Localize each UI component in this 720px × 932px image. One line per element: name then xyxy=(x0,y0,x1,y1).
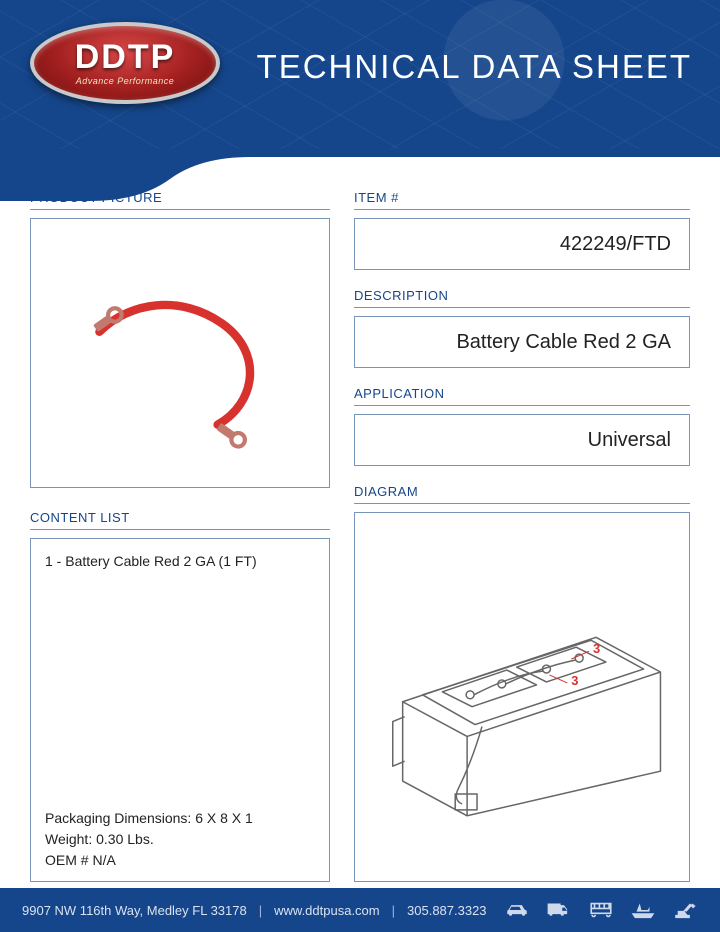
footer-website: www.ddtpusa.com xyxy=(274,903,380,918)
car-icon xyxy=(504,899,530,921)
application-box: Universal xyxy=(354,414,690,466)
page-title: TECHNICAL DATA SHEET xyxy=(257,48,692,86)
truck-icon xyxy=(546,899,572,921)
footer-sep-2: | xyxy=(392,903,395,918)
left-column: PRODUCT PICTURE CONTENT LIST 1 - Battery… xyxy=(30,190,330,882)
item-number-box: 422249/FTD xyxy=(354,218,690,270)
weight-line: Weight: 0.30 Lbs. xyxy=(45,829,315,850)
diagram-box: 3 3 xyxy=(354,512,690,882)
label-diagram: DIAGRAM xyxy=(354,484,690,504)
header: DDTP Advance Performance TECHNICAL DATA … xyxy=(0,0,720,150)
footer-vehicle-icons xyxy=(504,899,698,921)
content-list-item: 1 - Battery Cable Red 2 GA (1 FT) xyxy=(45,553,315,569)
right-column: ITEM # 422249/FTD DESCRIPTION Battery Ca… xyxy=(354,190,690,882)
label-application: APPLICATION xyxy=(354,386,690,406)
packaging-value: 6 X 8 X 1 xyxy=(195,810,253,826)
excavator-icon xyxy=(672,899,698,921)
packaging-label: Packaging Dimensions: xyxy=(45,810,191,826)
label-product-picture: PRODUCT PICTURE xyxy=(30,190,330,210)
footer-sep-1: | xyxy=(259,903,262,918)
label-description: DESCRIPTION xyxy=(354,288,690,308)
content-list-box: 1 - Battery Cable Red 2 GA (1 FT) Packag… xyxy=(30,538,330,882)
product-cable-illustration xyxy=(53,239,306,467)
brand-logo: DDTP Advance Performance xyxy=(30,22,220,104)
footer: 9907 NW 116th Way, Medley FL 33178 | www… xyxy=(0,888,720,932)
callout-3a: 3 xyxy=(593,641,600,656)
logo-text: DDTP xyxy=(75,40,176,74)
bus-icon xyxy=(588,899,614,921)
callout-3b: 3 xyxy=(572,673,579,688)
oem-line: OEM # N/A xyxy=(45,850,315,871)
item-number-value: 422249/FTD xyxy=(560,233,671,256)
boat-icon xyxy=(630,899,656,921)
weight-label: Weight: xyxy=(45,831,92,847)
footer-phone: 305.887.3323 xyxy=(407,903,487,918)
packaging-line: Packaging Dimensions: 6 X 8 X 1 xyxy=(45,808,315,829)
battery-box-diagram: 3 3 xyxy=(363,522,680,872)
footer-address: 9907 NW 116th Way, Medley FL 33178 xyxy=(22,903,247,918)
content-area: PRODUCT PICTURE CONTENT LIST 1 - Battery… xyxy=(30,190,690,882)
weight-value: 0.30 Lbs. xyxy=(96,831,154,847)
description-box: Battery Cable Red 2 GA xyxy=(354,316,690,368)
label-item-number: ITEM # xyxy=(354,190,690,210)
description-value: Battery Cable Red 2 GA xyxy=(456,331,671,354)
oem-label: OEM # xyxy=(45,852,89,868)
application-value: Universal xyxy=(588,429,671,452)
logo-subtitle: Advance Performance xyxy=(76,76,175,86)
product-picture-box xyxy=(30,218,330,488)
label-content-list: CONTENT LIST xyxy=(30,510,330,530)
oem-value: N/A xyxy=(92,852,115,868)
